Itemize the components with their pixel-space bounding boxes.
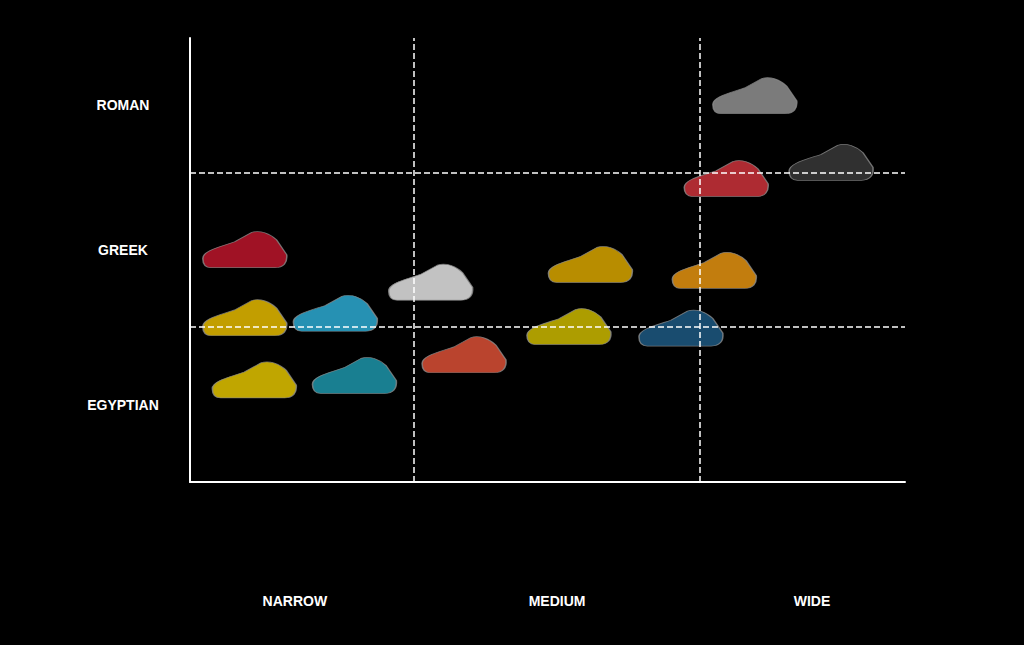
svg-text:GREEK: GREEK — [98, 242, 148, 258]
svg-text:NARROW: NARROW — [263, 593, 328, 609]
svg-text:MEDIUM: MEDIUM — [529, 593, 586, 609]
svg-text:EGYPTIAN: EGYPTIAN — [87, 397, 159, 413]
svg-text:ROMAN: ROMAN — [97, 97, 150, 113]
svg-text:WIDE: WIDE — [794, 593, 831, 609]
